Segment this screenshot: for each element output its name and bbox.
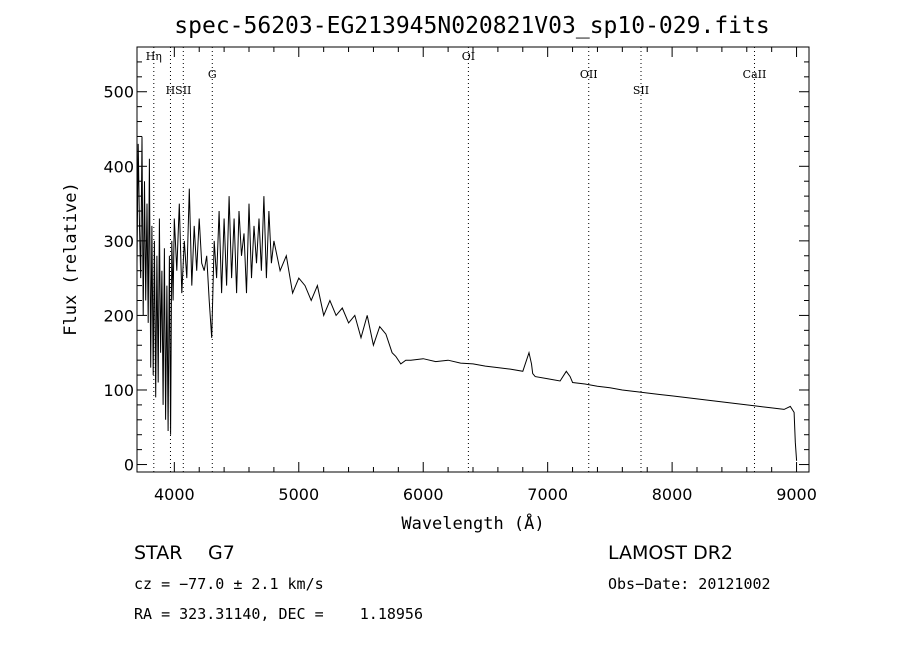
object-class: STAR <box>134 542 182 564</box>
x-tick-label: 5000 <box>278 485 319 504</box>
object-subclass: G7 <box>208 542 235 564</box>
y-tick-label: 200 <box>103 306 134 325</box>
y-tick-label: 500 <box>103 83 134 102</box>
y-tick-labels: 0 100 200 300 400 500 <box>103 83 134 475</box>
spectral-line-label: OII <box>580 68 598 81</box>
ra-dec-coordinates: RA = 323.31140, DEC = 1.18956 <box>134 605 423 623</box>
x-tick-label: 4000 <box>154 485 195 504</box>
observation-date: Obs−Date: 20121002 <box>608 575 771 593</box>
y-tick-label: 300 <box>103 232 134 251</box>
spectral-line-label: SII <box>633 84 649 97</box>
spectral-line-label: H <box>166 84 176 97</box>
spectral-line-label: OI <box>462 50 475 63</box>
x-tick-label: 6000 <box>403 485 444 504</box>
x-tick-labels: 4000 5000 6000 7000 8000 9000 <box>154 485 817 504</box>
spectrum-series-line <box>136 136 798 461</box>
x-tick-label: 9000 <box>776 485 817 504</box>
spectral-line-label: Hη <box>146 50 162 63</box>
spectral-line-label: CaII <box>743 68 767 81</box>
spectral-line-label: G <box>208 68 217 81</box>
redshift-cz: cz = −77.0 ± 2.1 km/s <box>134 575 324 593</box>
spectral-line-markers <box>153 47 755 472</box>
axis-ticks <box>137 47 809 472</box>
chart-title: spec-56203-EG213945N020821V03_sp10-029.f… <box>174 13 769 39</box>
spectral-line-label: SII <box>175 84 191 97</box>
x-tick-label: 7000 <box>527 485 568 504</box>
survey-release: LAMOST DR2 <box>608 542 733 564</box>
y-tick-label: 400 <box>103 157 134 176</box>
x-tick-label: 8000 <box>652 485 693 504</box>
y-axis-label: Flux (relative) <box>61 182 81 336</box>
y-tick-label: 0 <box>124 456 134 475</box>
y-tick-label: 100 <box>103 381 134 400</box>
x-axis-label: Wavelength (Å) <box>401 512 544 534</box>
